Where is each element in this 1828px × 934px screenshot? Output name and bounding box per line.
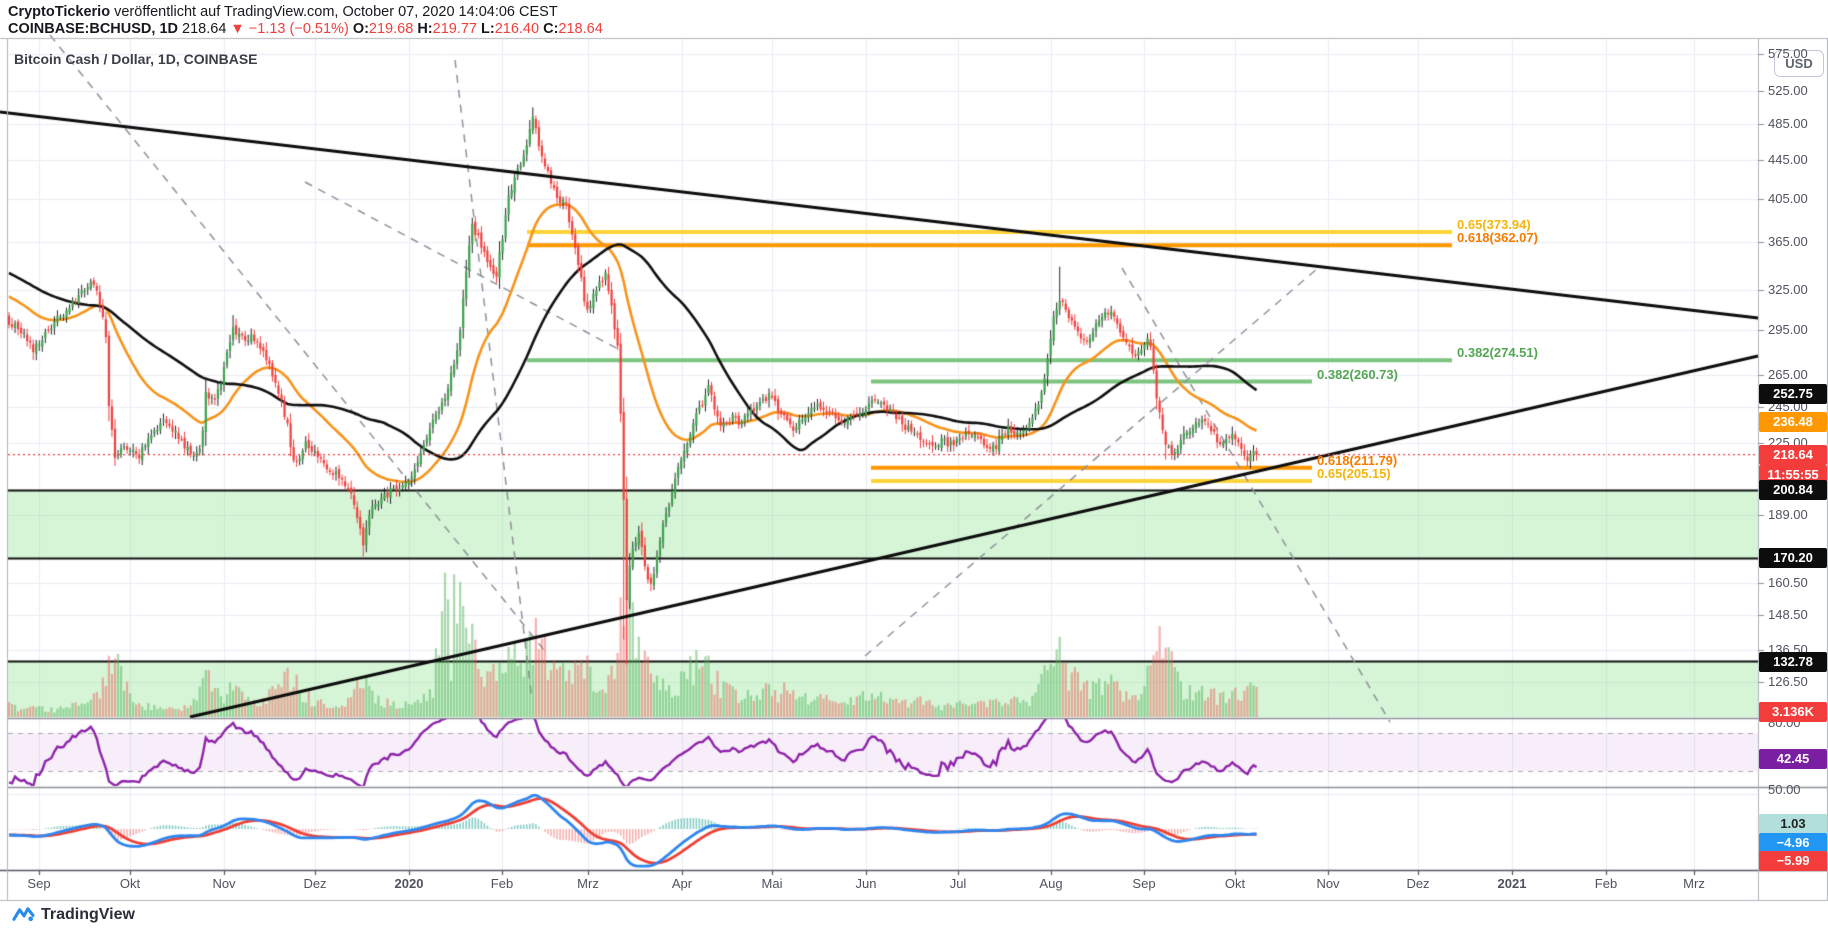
currency-toggle-button[interactable]: USD [1774,50,1824,77]
